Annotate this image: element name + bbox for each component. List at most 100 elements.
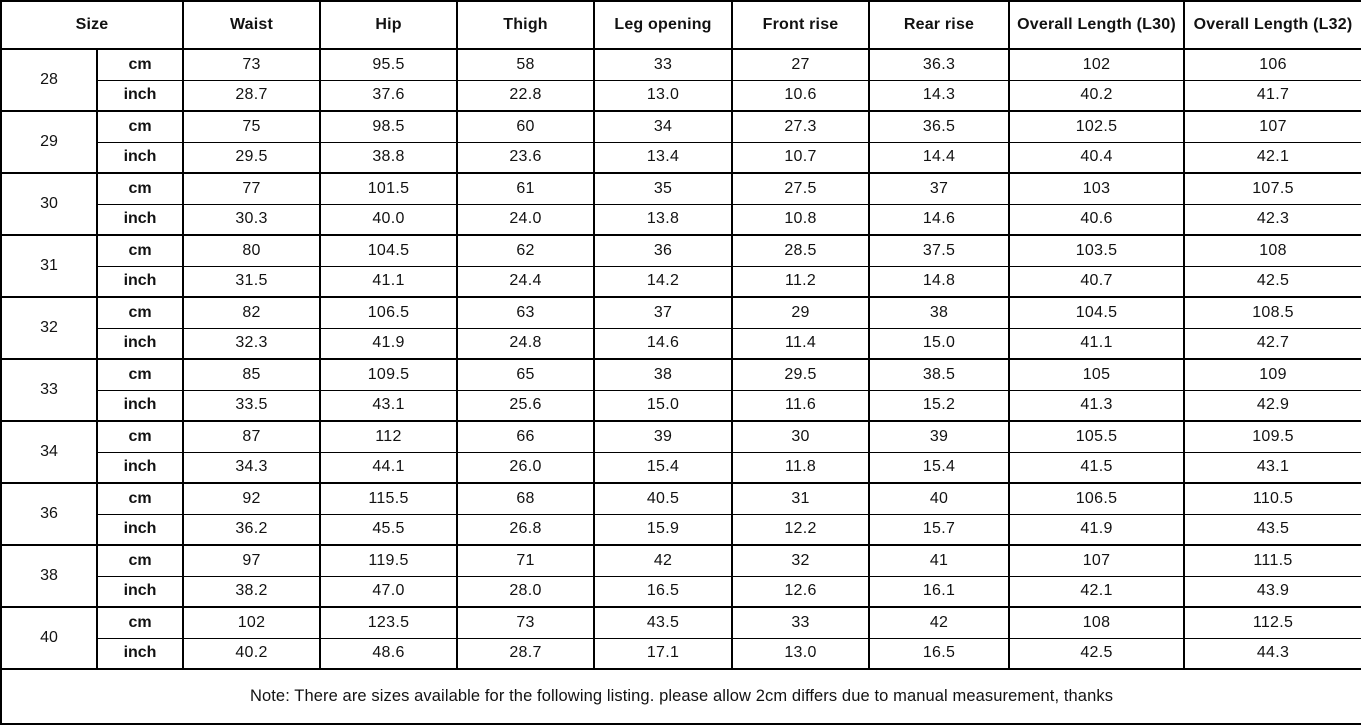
measurement-value: 110.5 [1183, 482, 1361, 515]
measurement-value: 104.5 [1008, 296, 1186, 329]
measurement-value: 35 [593, 172, 734, 205]
measurement-value: 98.5 [319, 110, 459, 143]
measurement-value: 108 [1183, 234, 1361, 267]
size-label: 28 [0, 48, 98, 112]
measurement-value: 14.3 [868, 79, 1011, 112]
unit-label-inch: inch [95, 79, 185, 112]
table-row-cm: 40 cm 102 123.5 73 43.5 33 42 108 112.5 [0, 606, 1361, 670]
measurement-value: 109.5 [319, 358, 459, 391]
unit-label-inch: inch [95, 265, 185, 298]
measurement-value: 40.2 [1008, 79, 1186, 112]
measurement-value: 24.0 [456, 203, 596, 236]
measurement-value: 12.2 [731, 513, 871, 546]
column-header-leg-opening: Leg opening [593, 0, 734, 50]
measurement-value: 15.4 [868, 451, 1011, 484]
measurement-value: 87 [182, 420, 322, 453]
measurement-value: 24.4 [456, 265, 596, 298]
measurement-value: 108.5 [1183, 296, 1361, 329]
table-row-cm: 34 cm 87 112 66 39 30 39 105.5 109.5 [0, 420, 1361, 484]
unit-label-cm: cm [95, 358, 185, 391]
measurement-value: 14.2 [593, 265, 734, 298]
measurement-value: 28.7 [182, 79, 322, 112]
measurement-value: 10.6 [731, 79, 871, 112]
measurement-value: 43.5 [1183, 513, 1361, 546]
measurement-value: 75 [182, 110, 322, 143]
measurement-value: 33 [593, 48, 734, 81]
measurement-value: 109.5 [1183, 420, 1361, 453]
size-label: 31 [0, 234, 98, 298]
unit-label-cm: cm [95, 544, 185, 577]
measurement-value: 29.5 [731, 358, 871, 391]
measurement-value: 108 [1008, 606, 1186, 639]
measurement-value: 30 [731, 420, 871, 453]
column-header-size: Size [0, 0, 185, 50]
measurement-value: 41.1 [1008, 327, 1186, 360]
measurement-value: 22.8 [456, 79, 596, 112]
measurement-value: 27.3 [731, 110, 871, 143]
measurement-value: 11.2 [731, 265, 871, 298]
measurement-value: 65 [456, 358, 596, 391]
measurement-value: 41.5 [1008, 451, 1186, 484]
note-text: Note: There are sizes available for the … [0, 668, 1361, 725]
measurement-value: 115.5 [319, 482, 459, 515]
measurement-value: 102 [182, 606, 322, 639]
measurement-value: 42.7 [1183, 327, 1361, 360]
measurement-value: 62 [456, 234, 596, 267]
table-row-inch: inch 30.3 40.0 24.0 13.8 10.8 14.6 40.6 42.3 [1, 203, 1361, 236]
measurement-value: 106 [1183, 48, 1361, 81]
measurement-value: 32 [731, 544, 871, 577]
measurement-value: 42.1 [1183, 141, 1361, 174]
note-row: Note: There are sizes available for the … [0, 668, 1361, 725]
measurement-value: 16.5 [868, 637, 1011, 670]
measurement-value: 95.5 [319, 48, 459, 81]
measurement-value: 43.5 [593, 606, 734, 639]
measurement-value: 37 [593, 296, 734, 329]
unit-label-cm: cm [95, 172, 185, 205]
table-row-cm: 38 cm 97 119.5 71 42 32 41 107 111.5 [0, 544, 1361, 608]
column-header-front-rise: Front rise [731, 0, 871, 50]
column-header-hip: Hip [319, 0, 459, 50]
table-row-cm: 28 cm 73 95.5 58 33 27 36.3 102 106 [0, 48, 1361, 112]
measurement-value: 34.3 [182, 451, 322, 484]
size-label: 40 [0, 606, 98, 670]
table-row-inch: inch 32.3 41.9 24.8 14.6 11.4 15.0 41.1 42.7 [1, 327, 1361, 360]
measurement-value: 31.5 [182, 265, 322, 298]
table-row-cm: 31 cm 80 104.5 62 36 28.5 37.5 103.5 108 [0, 234, 1361, 298]
table-row-inch: inch 28.7 37.6 22.8 13.0 10.6 14.3 40.2 41.7 [1, 79, 1361, 112]
measurement-value: 41.1 [319, 265, 459, 298]
column-header-waist: Waist [182, 0, 322, 50]
measurement-value: 105 [1008, 358, 1186, 391]
table-row-inch: inch 40.2 48.6 28.7 17.1 13.0 16.5 42.5 44.3 [1, 637, 1361, 670]
measurement-value: 15.7 [868, 513, 1011, 546]
measurement-value: 60 [456, 110, 596, 143]
unit-label-cm: cm [95, 606, 185, 639]
measurement-value: 13.0 [731, 637, 871, 670]
measurement-value: 38 [868, 296, 1011, 329]
unit-label-inch: inch [95, 637, 185, 670]
measurement-value: 82 [182, 296, 322, 329]
measurement-value: 14.4 [868, 141, 1011, 174]
measurement-value: 102.5 [1008, 110, 1186, 143]
measurement-value: 42.1 [1008, 575, 1186, 608]
header-row: Size Waist Hip Thigh Leg opening Front r… [0, 0, 1361, 50]
measurement-value: 36.3 [868, 48, 1011, 81]
measurement-value: 42.5 [1008, 637, 1186, 670]
measurement-value: 33.5 [182, 389, 322, 422]
column-header-overall-length-l32: Overall Length (L32) [1183, 0, 1361, 50]
measurement-value: 43.9 [1183, 575, 1361, 608]
measurement-value: 40.4 [1008, 141, 1186, 174]
measurement-value: 66 [456, 420, 596, 453]
measurement-value: 28.0 [456, 575, 596, 608]
unit-label-cm: cm [95, 482, 185, 515]
size-label: 32 [0, 296, 98, 360]
measurement-value: 77 [182, 172, 322, 205]
measurement-value: 14.6 [593, 327, 734, 360]
measurement-value: 11.6 [731, 389, 871, 422]
measurement-value: 40.7 [1008, 265, 1186, 298]
measurement-value: 42 [868, 606, 1011, 639]
measurement-value: 112.5 [1183, 606, 1361, 639]
size-label: 33 [0, 358, 98, 422]
measurement-value: 107 [1183, 110, 1361, 143]
measurement-value: 32.3 [182, 327, 322, 360]
measurement-value: 44.3 [1183, 637, 1361, 670]
